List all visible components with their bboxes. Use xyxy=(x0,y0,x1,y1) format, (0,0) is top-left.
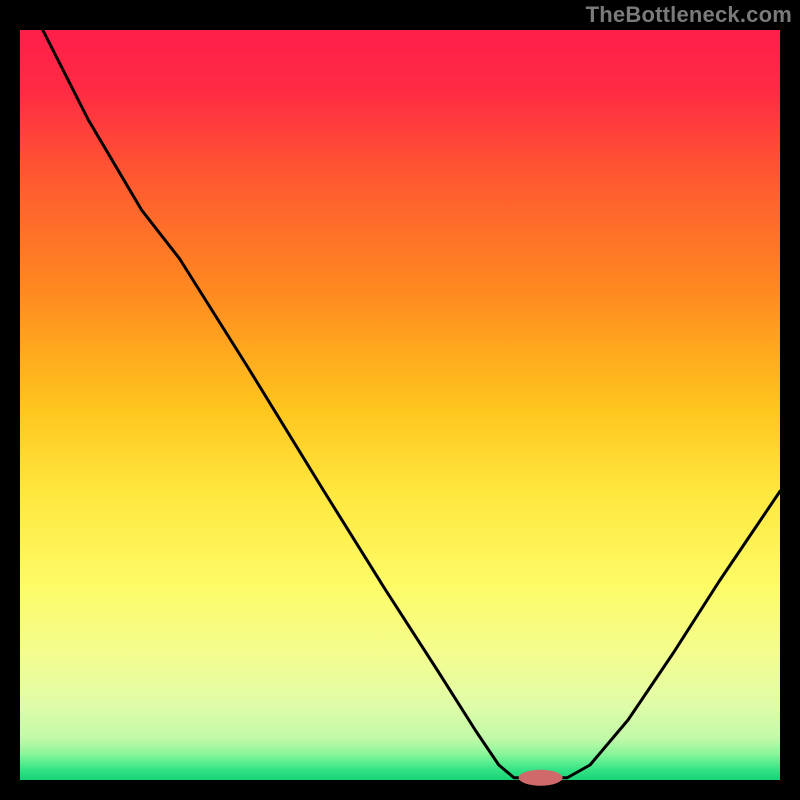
watermark-text: TheBottleneck.com xyxy=(586,2,792,28)
optimal-marker xyxy=(519,770,563,786)
chart-svg xyxy=(0,0,800,800)
bottleneck-chart: TheBottleneck.com xyxy=(0,0,800,800)
plot-gradient-area xyxy=(20,30,780,780)
